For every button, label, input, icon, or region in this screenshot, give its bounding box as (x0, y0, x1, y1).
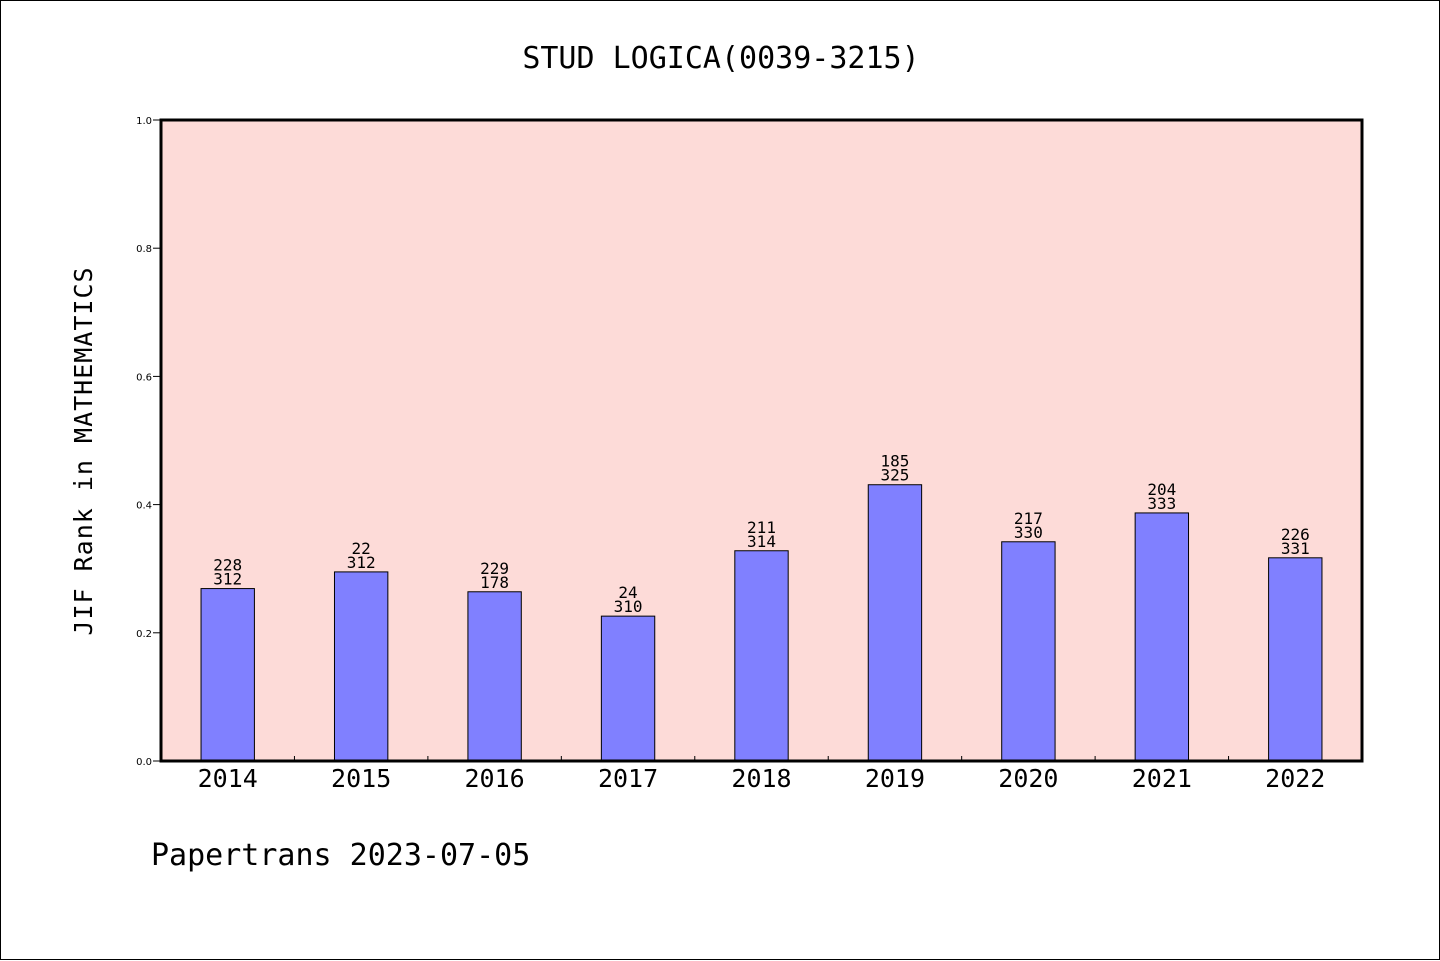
chart-title: STUD LOGICA(0039-3215) (522, 41, 919, 76)
bar-total-label: 330 (1014, 523, 1043, 542)
bar-2018 (734, 550, 789, 762)
bar-2015 (333, 571, 389, 762)
bar-rank-label: 22 (352, 539, 371, 558)
y-tick-label: 0.8 (136, 244, 152, 255)
bar-total-label: 331 (1281, 539, 1310, 558)
bar-2022 (1268, 557, 1323, 762)
x-tick-label: 2018 (731, 764, 791, 793)
bar-total-label: 312 (213, 570, 242, 589)
bar-rank-label: 204 (1147, 480, 1176, 499)
bar-2016 (467, 591, 522, 762)
x-tick-label: 2014 (198, 764, 258, 793)
bar-rank-label: 229 (480, 559, 509, 578)
bar-rank-label: 211 (747, 518, 776, 537)
y-tick-label: 1.0 (136, 116, 152, 127)
y-tick-label: 0.2 (136, 629, 152, 640)
bar-rank-label: 24 (618, 583, 637, 602)
bar-total-label: 178 (480, 573, 509, 592)
x-tick-label: 2020 (998, 764, 1058, 793)
y-tick-label: 0.6 (136, 372, 152, 383)
bar-rank-label: 228 (213, 556, 242, 575)
bar-total-label: 312 (347, 553, 376, 572)
bar-rank-label: 217 (1014, 509, 1043, 528)
bar-total-label: 314 (747, 532, 776, 551)
bar-2019 (867, 484, 923, 762)
bar-rank-label: 185 (880, 452, 909, 471)
x-tick-label: 2016 (465, 764, 525, 793)
bar-2020 (1001, 541, 1056, 762)
x-tick-label: 2019 (865, 764, 925, 793)
bar-rank-label: 226 (1281, 525, 1310, 544)
y-tick-label: 0.4 (136, 501, 152, 512)
bar-2021 (1134, 512, 1190, 762)
x-tick-label: 2015 (331, 764, 391, 793)
bar-total-label: 333 (1147, 494, 1176, 513)
x-tick-label: 2017 (598, 764, 658, 793)
x-tick-label: 2021 (1132, 764, 1192, 793)
footer-text: Papertrans 2023-07-05 (151, 838, 530, 873)
y-tick-label: 0.0 (136, 757, 152, 768)
bar-total-label: 310 (614, 597, 643, 616)
bar-2017 (600, 615, 656, 762)
x-tick-label: 2022 (1265, 764, 1325, 793)
y-axis-label: JIF Rank in MATHEMATICS (69, 266, 98, 635)
plot-frame (159, 118, 1364, 763)
bar-total-label: 325 (880, 466, 909, 485)
bar-2014 (200, 588, 255, 762)
